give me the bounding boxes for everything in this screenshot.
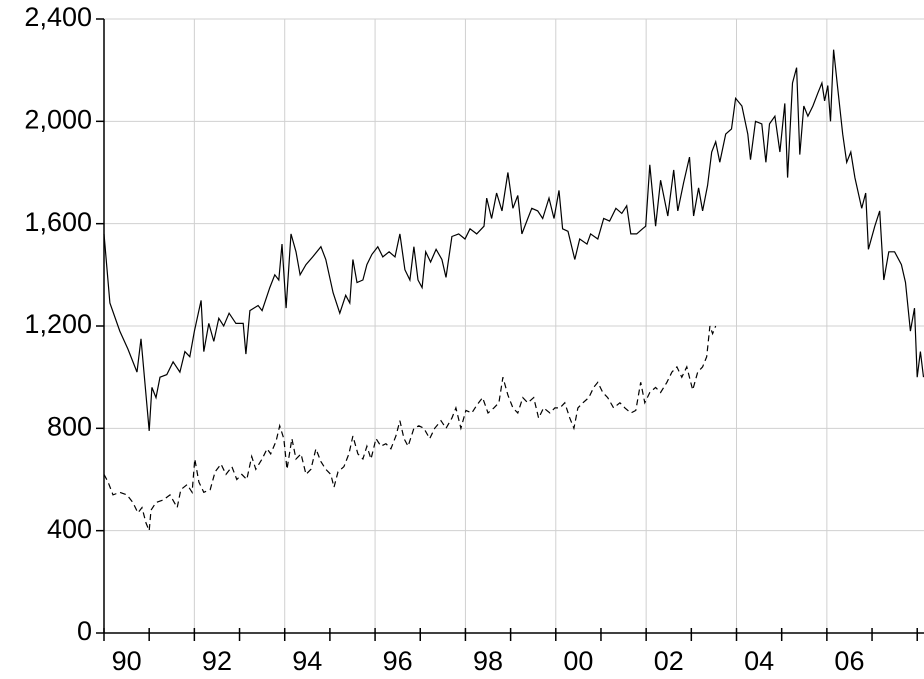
y-tick-label: 800 bbox=[47, 411, 92, 441]
x-tick-label: 96 bbox=[383, 646, 413, 676]
x-tick-label: 92 bbox=[202, 646, 232, 676]
x-tick-label: 06 bbox=[834, 646, 864, 676]
x-tick-label: 02 bbox=[654, 646, 684, 676]
x-tick-label: 00 bbox=[563, 646, 593, 676]
y-tick-label: 1,600 bbox=[24, 207, 92, 237]
x-tick-label: 04 bbox=[744, 646, 774, 676]
y-tick-label: 0 bbox=[77, 616, 92, 646]
x-tick-label: 98 bbox=[473, 646, 503, 676]
y-tick-label: 400 bbox=[47, 514, 92, 544]
y-tick-label: 2,000 bbox=[24, 104, 92, 134]
x-tick-label: 90 bbox=[112, 646, 142, 676]
x-tick-label: 94 bbox=[292, 646, 322, 676]
series-line bbox=[103, 49, 924, 431]
y-tick-label: 1,200 bbox=[24, 309, 92, 339]
y-tick-label: 2,400 bbox=[24, 2, 92, 32]
